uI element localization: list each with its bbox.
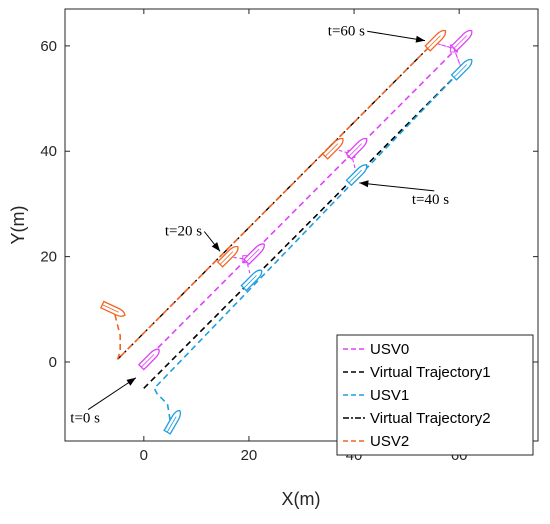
annotation-label-2: t=40 s [412,192,449,208]
vessel-1 [163,409,182,435]
vessel-8 [345,164,368,187]
annotation-label-3: t=60 s [328,23,365,39]
vessel-keel [243,275,257,289]
vessel-keel [348,169,362,184]
vessel-keel [427,35,441,49]
annotation-arrow-0 [87,377,137,411]
annotation-arrow-3 [367,30,426,42]
vessel-7 [345,137,368,160]
y-tick-label-1: 20 [40,249,57,266]
legend-label-1: Virtual Trajectory1 [370,364,491,381]
annotation-arrowhead-2 [359,180,369,188]
annotation-arrowhead-1 [211,242,220,252]
legend: USV0 Virtual Trajectory1 USV1 Virtual Traje… [336,334,534,456]
x-tick-label-1: 20 [241,447,258,464]
y-tick-label-2: 40 [40,143,57,160]
series-line-2 [153,71,460,421]
vessel-hull [163,409,182,435]
vessel-9 [424,29,447,52]
plot-frame [64,8,539,442]
vessel-11 [450,58,473,81]
vessel-keel [246,248,260,263]
x-axis-label: X(m) [282,489,321,509]
vessel-5 [240,269,263,292]
series-line-1 [143,71,460,389]
vessel-hull [99,300,126,317]
legend-label-4: USV2 [370,433,409,450]
vessel-keel [324,143,339,157]
annotation-arrow-2 [359,182,435,192]
annotation-arrowhead-0 [126,377,136,386]
formation-link-0 [227,256,253,281]
vessel-keel [102,304,119,313]
vessel-keel [141,354,155,368]
legend-box [336,334,534,456]
y-tick-label-0: 0 [49,354,57,371]
vessel-0 [99,300,126,317]
legend-label-0: USV0 [370,341,409,358]
vessel-3 [216,245,239,268]
vessel-4 [243,243,265,266]
vessel-keel [166,416,177,433]
plot-marks: t=0 s t=20 s t=40 s t=60 s [70,23,473,435]
formation-link-2 [435,42,463,70]
vessel-keel [219,251,234,265]
formation-link-1 [332,148,358,176]
series-line-4 [114,42,434,360]
annotation-arrowhead-3 [415,35,425,43]
y-tick-label-3: 60 [40,38,57,55]
annotation-label-0: t=0 s [70,411,100,427]
vessel-keel [453,35,468,49]
legend-label-2: USV1 [370,387,409,404]
vessel-6 [321,137,344,160]
annotation-label-1: t=20 s [165,224,202,240]
vessel-keel [453,64,468,78]
vessel-10 [450,29,473,52]
legend-label-3: Virtual Trajectory2 [370,410,491,427]
vessel-2 [137,348,160,371]
x-tick-label-0: 0 [140,447,148,464]
vessel-keel [348,143,362,157]
y-axis-label: Y(m) [8,206,28,245]
